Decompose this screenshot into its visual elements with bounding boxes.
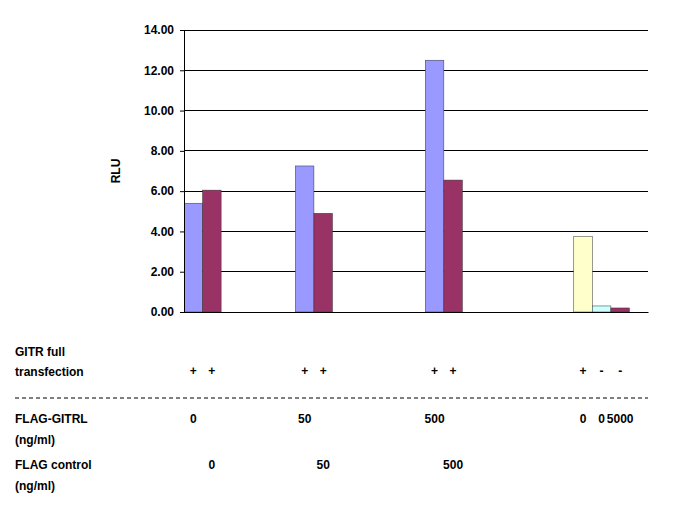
y-tick-mark	[180, 231, 184, 232]
bar	[295, 166, 314, 312]
x-tick-label: +	[301, 364, 308, 378]
x-axis-title-line: transfection	[15, 365, 84, 379]
y-tick-label: 14.00	[144, 23, 174, 37]
x-tick-label: -	[600, 364, 604, 378]
y-tick: 10.00	[144, 104, 184, 118]
row-value: 500	[425, 412, 445, 426]
bar	[203, 190, 222, 312]
y-tick: 12.00	[144, 64, 184, 78]
row-value: 0	[190, 412, 197, 426]
y-tick: 0.00	[151, 305, 184, 319]
y-axis-line	[184, 31, 185, 313]
bar	[592, 306, 611, 312]
y-tick-mark	[180, 70, 184, 71]
row-label: (ng/ml)	[15, 479, 55, 493]
row-value: 500	[443, 458, 463, 472]
row-label: (ng/ml)	[15, 433, 55, 447]
y-tick-mark	[180, 30, 184, 31]
y-tick-label: 10.00	[144, 104, 174, 118]
y-tick: 2.00	[151, 265, 184, 279]
y-tick-label: 0.00	[151, 305, 175, 319]
y-tick-mark	[180, 312, 184, 313]
y-tick-label: 8.00	[151, 144, 175, 158]
x-axis-title: GITR full transfection	[15, 345, 84, 379]
x-tick: +	[301, 364, 308, 378]
chart: 0.00 2.00 4.00 6.00 8.00 10.00 12.00 14.00 + + + + +…	[0, 0, 674, 510]
x-tick: +	[320, 364, 327, 378]
x-tick-label: +	[450, 364, 457, 378]
grid-line	[184, 30, 648, 31]
grid-line	[184, 191, 648, 192]
x-tick: -	[618, 364, 622, 378]
x-tick-label: +	[320, 364, 327, 378]
y-tick-mark	[180, 111, 184, 112]
row-value: 50	[298, 412, 312, 426]
row-value: 0	[208, 458, 215, 472]
y-tick: 8.00	[151, 144, 184, 158]
x-tick: +	[450, 364, 457, 378]
x-tick: +	[208, 364, 215, 378]
bars	[184, 60, 629, 312]
y-tick: 14.00	[144, 23, 184, 37]
bar	[574, 236, 593, 312]
bar	[184, 203, 203, 312]
x-tick: +	[190, 364, 197, 378]
x-tick: +	[431, 364, 438, 378]
x-tick: +	[580, 364, 587, 378]
row-value: 0	[580, 412, 587, 426]
grid-line	[184, 231, 648, 232]
y-tick-label: 2.00	[151, 265, 175, 279]
y-tick-mark	[180, 151, 184, 152]
bar	[444, 180, 463, 312]
row-value: 0	[598, 412, 605, 426]
bar	[611, 308, 630, 312]
y-tick: 6.00	[151, 184, 184, 198]
y-tick-mark	[180, 272, 184, 273]
y-axis-title: RLU	[109, 159, 123, 184]
grid-line	[184, 150, 648, 151]
x-tick: -	[600, 364, 604, 378]
row-label: FLAG control	[15, 458, 92, 472]
x-axis-line	[185, 312, 649, 313]
y-axis: 0.00 2.00 4.00 6.00 8.00 10.00 12.00 14.00	[144, 23, 185, 319]
separator	[15, 398, 648, 399]
x-axis-title-line: GITR full	[15, 345, 65, 359]
y-tick-label: 6.00	[151, 184, 175, 198]
x-tick-label: -	[618, 364, 622, 378]
x-tick-label: +	[190, 364, 197, 378]
y-tick-label: 12.00	[144, 64, 174, 78]
grid	[184, 30, 648, 312]
table-row: FLAG-GITRL(ng/ml)050500005000	[15, 412, 634, 447]
row-label: FLAG-GITRL	[15, 412, 88, 426]
x-tick-label: +	[208, 364, 215, 378]
table-row: FLAG control (ng/ml) 0 50 500	[15, 458, 463, 493]
bar	[425, 60, 444, 312]
grid-line	[184, 110, 648, 111]
grid-line	[184, 70, 648, 71]
row-value: 5000	[607, 412, 634, 426]
y-tick-mark	[180, 191, 184, 192]
bar	[314, 213, 333, 312]
x-tick-label: +	[431, 364, 438, 378]
y-tick-label: 4.00	[151, 225, 175, 239]
y-tick: 4.00	[151, 225, 184, 239]
row-value: 50	[317, 458, 331, 472]
x-tick-label: +	[580, 364, 587, 378]
x-axis: +++++++--	[185, 313, 649, 378]
